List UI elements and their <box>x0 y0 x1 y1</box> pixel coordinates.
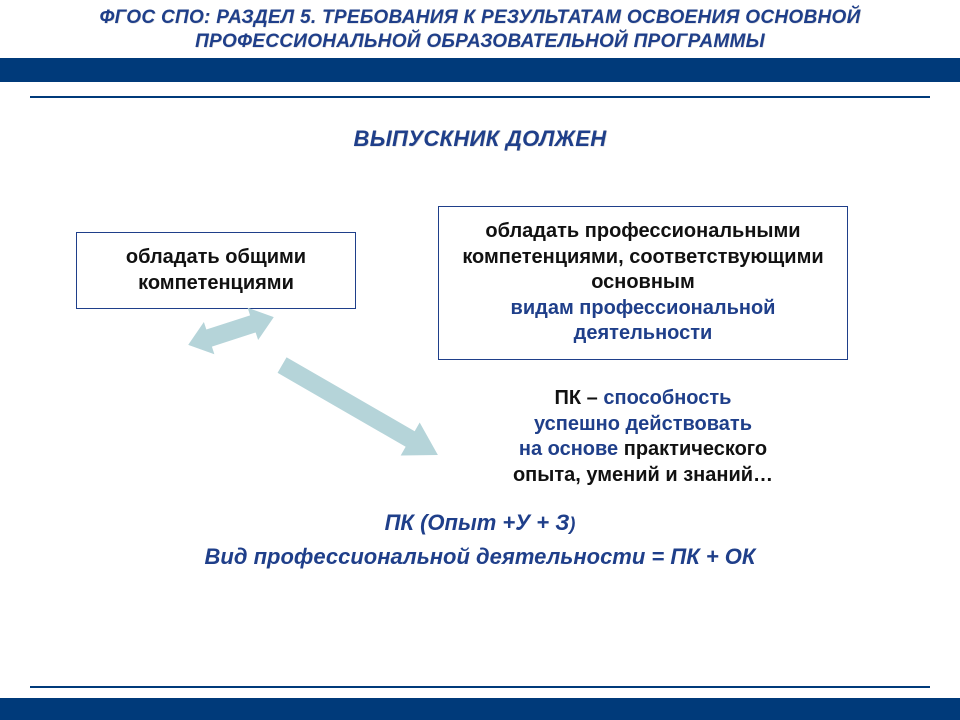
formula-pk-prefix: ПК (Опыт +У + З <box>385 510 570 535</box>
formula-pk: ПК (Опыт +У + З) <box>0 510 960 536</box>
header-navy-strip <box>0 58 960 82</box>
box1-line2: компетенциями <box>91 271 341 297</box>
box2-line1: обладать профессиональными <box>453 219 833 245</box>
pk-line3: на основе практического <box>438 437 848 463</box>
title-bar: ФГОС СПО: РАЗДЕЛ 5. ТРЕБОВАНИЯ К РЕЗУЛЬТ… <box>0 0 960 58</box>
pk-line1a: ПК – <box>555 387 604 409</box>
pk-line1b: способность <box>603 387 731 409</box>
pk-line1: ПК – способность <box>438 386 848 412</box>
pk-line2: успешно действовать <box>438 412 848 438</box>
formula-vpd: Вид профессиональной деятельности = ПК +… <box>0 544 960 570</box>
title-line-1: ФГОС СПО: РАЗДЕЛ 5. ТРЕБОВАНИЯ К РЕЗУЛЬТ… <box>20 6 940 30</box>
footer-rule <box>30 686 930 688</box>
subtitle: ВЫПУСКНИК ДОЛЖЕН <box>0 126 960 152</box>
box-general-competencies: обладать общими компетенциями <box>76 232 356 309</box>
single-arrow-icon <box>271 345 450 475</box>
box2-line2: компетенциями, соответствующими <box>453 245 833 271</box>
box2-line3: основным <box>453 270 833 296</box>
pk-line3a: на основе <box>519 438 624 460</box>
pk-line3b: практического <box>624 438 767 460</box>
pk-description: ПК – способность успешно действовать на … <box>438 386 848 488</box>
diagram-stage: ВЫПУСКНИК ДОЛЖЕН обладать общими компете… <box>0 108 960 680</box>
box1-line1: обладать общими <box>91 245 341 271</box>
box2-line5: деятельности <box>453 321 833 347</box>
box-professional-competencies: обладать профессиональными компетенциями… <box>438 206 848 360</box>
formula-pk-suffix: ) <box>569 514 575 534</box>
box2-line4: видам профессиональной <box>453 296 833 322</box>
footer-navy-strip <box>0 698 960 720</box>
pk-line4: опыта, умений и знаний… <box>438 463 848 489</box>
title-line-2: ПРОФЕССИОНАЛЬНОЙ ОБРАЗОВАТЕЛЬНОЙ ПРОГРАМ… <box>20 30 940 54</box>
